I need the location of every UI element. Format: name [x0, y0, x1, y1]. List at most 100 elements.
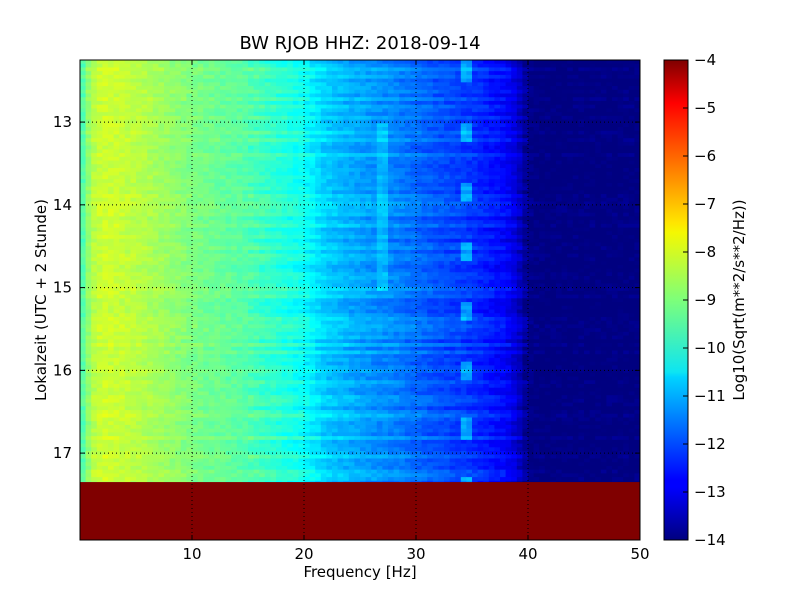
spectrogram-cell	[236, 93, 243, 98]
spectrogram-cell	[130, 160, 137, 165]
spectrogram-cell	[444, 235, 451, 240]
spectrogram-cell	[304, 100, 311, 106]
spectrogram-cell	[528, 141, 535, 147]
spectrogram-cell	[376, 63, 383, 69]
spectrogram-cell	[236, 123, 243, 128]
spectrogram-cell	[595, 156, 602, 162]
spectrogram-cell	[500, 112, 507, 117]
spectrogram-cell	[578, 194, 585, 199]
spectrogram-cell	[494, 60, 501, 65]
spectrogram-cell	[169, 115, 176, 121]
spectrogram-cell	[606, 97, 613, 102]
spectrogram-cell	[113, 168, 120, 173]
spectrogram-cell	[315, 104, 322, 110]
spectrogram-cell	[124, 67, 131, 72]
spectrogram-cell	[404, 216, 411, 221]
spectrogram-cell	[483, 141, 490, 147]
spectrogram-cell	[332, 227, 339, 232]
spectrogram-cell	[477, 168, 484, 173]
spectrogram-cell	[399, 104, 406, 110]
spectrogram-cell	[186, 141, 193, 147]
spectrogram-cell	[360, 138, 367, 143]
spectrogram-cell	[192, 223, 199, 229]
spectrogram-cell	[556, 141, 563, 147]
spectrogram-cell	[158, 216, 165, 221]
spectrogram-cell	[315, 179, 322, 184]
spectrogram-cell	[416, 242, 423, 247]
spectrogram-cell	[214, 134, 221, 139]
spectrogram-cell	[410, 141, 417, 147]
spectrogram-cell	[259, 78, 266, 83]
spectrogram-cell	[539, 227, 546, 232]
spectrogram-cell	[410, 97, 417, 102]
spectrogram-cell	[354, 130, 361, 136]
spectrogram-cell	[281, 127, 288, 132]
spectrogram-cell	[197, 168, 204, 173]
spectrogram-cell	[393, 220, 400, 225]
spectrogram-cell	[287, 60, 294, 65]
spectrogram-cell	[85, 168, 92, 173]
spectrogram-cell	[320, 112, 327, 117]
spectrogram-cell	[203, 194, 210, 199]
spectrogram-cell	[393, 115, 400, 121]
spectrogram-cell	[516, 242, 523, 247]
spectrogram-cell	[494, 108, 501, 113]
spectrogram-cell	[399, 160, 406, 165]
spectrogram-cell	[472, 182, 479, 188]
spectrogram-cell	[192, 216, 199, 221]
spectrogram-cell	[304, 231, 311, 236]
spectrogram-cell	[158, 60, 165, 65]
spectrogram-cell	[96, 231, 103, 236]
spectrogram-cell	[500, 216, 507, 221]
spectrogram-cell	[505, 216, 512, 221]
spectrogram-cell	[259, 242, 266, 247]
spectrogram-cell	[259, 141, 266, 147]
spectrogram-cell	[136, 231, 143, 236]
spectrogram-cell	[320, 86, 327, 91]
spectrogram-cell	[617, 97, 624, 102]
spectrogram-cell	[248, 141, 255, 147]
spectrogram-cell	[539, 208, 546, 214]
spectrogram-cell	[371, 171, 378, 177]
spectrogram-cell	[119, 97, 126, 102]
spectrogram-cell	[242, 194, 249, 199]
spectrogram-cell	[169, 123, 176, 128]
spectrogram-cell	[113, 86, 120, 91]
spectrogram-cell	[578, 216, 585, 221]
spectrogram-cell	[561, 149, 568, 154]
spectrogram-cell	[203, 175, 210, 180]
spectrogram-cell	[388, 194, 395, 199]
spectrogram-cell	[320, 216, 327, 221]
spectrogram-cell	[337, 208, 344, 214]
spectrogram-cell	[595, 238, 602, 244]
spectrogram-cell	[382, 138, 389, 143]
spectrogram-cell	[572, 100, 579, 106]
spectrogram-cell	[264, 171, 271, 177]
spectrogram-cell	[472, 227, 479, 232]
spectrogram-cell	[354, 141, 361, 147]
spectrogram-cell	[320, 93, 327, 98]
spectrogram-cell	[584, 238, 591, 244]
spectrogram-cell	[432, 223, 439, 229]
spectrogram-cell	[376, 175, 383, 180]
spectrogram-cell	[567, 100, 574, 106]
spectrogram-cell	[505, 134, 512, 139]
spectrogram-cell	[488, 127, 495, 132]
spectrogram-cell	[494, 235, 501, 240]
spectrogram-cell	[225, 134, 232, 139]
spectrogram-cell	[264, 223, 271, 229]
spectrogram-cell	[393, 153, 400, 158]
spectrogram-cell	[544, 60, 551, 65]
spectrogram-cell	[455, 186, 462, 191]
spectrogram-cell	[320, 115, 327, 121]
spectrogram-cell	[169, 78, 176, 83]
spectrogram-cell	[96, 223, 103, 229]
spectrogram-cell	[399, 89, 406, 95]
spectrogram-cell	[539, 160, 546, 165]
spectrogram-cell	[360, 216, 367, 221]
spectrogram-cell	[80, 108, 87, 113]
spectrogram-cell	[416, 130, 423, 136]
spectrogram-cell	[460, 82, 467, 87]
spectrogram-cell	[584, 108, 591, 113]
spectrogram-cell	[287, 190, 294, 195]
